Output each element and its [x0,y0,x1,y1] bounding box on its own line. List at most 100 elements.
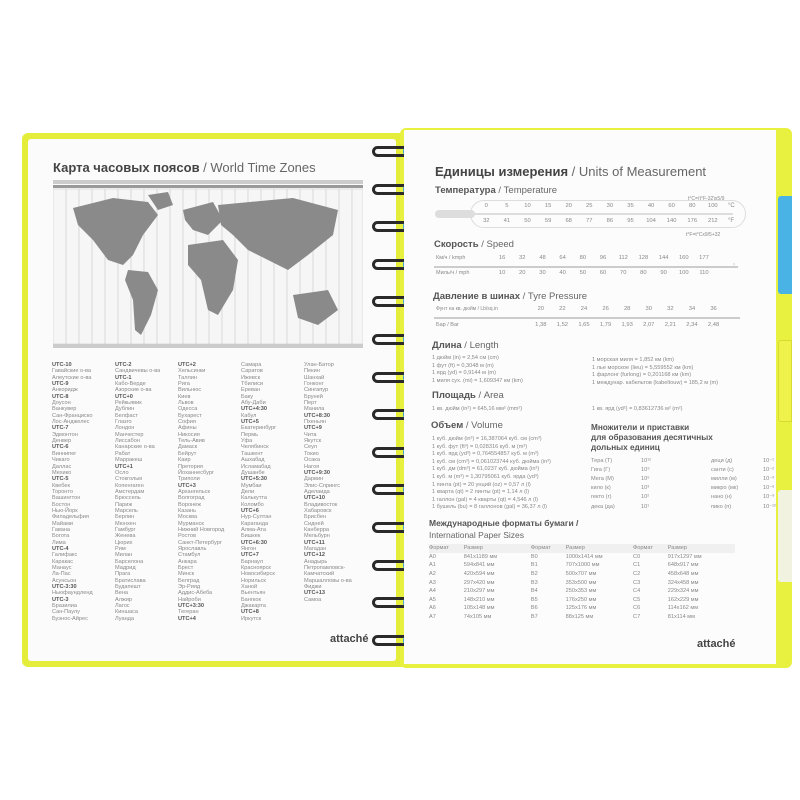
scale-value: 5 [505,203,509,209]
scale-value: 48 [539,255,546,261]
city-name: Мехико [52,469,72,476]
city-name: Аделаида [304,488,330,495]
scale-value: 112 [618,255,628,261]
multiplier-cell: 10¹ [641,503,650,510]
bar-row: 1,38 1,52 1,65 1,79 1,93 2,07 2,21 2,34 2,48 [530,322,724,328]
paper-cell: B0 [530,553,538,560]
scale-value: 20 [519,270,526,276]
utc-offset-label: UTC+9 [304,425,322,432]
time-zone-column: UTC-2 Сандвичевы о-ва UTC-1 Кабо-Верде Азорс… [115,362,179,622]
scale-value: 28 [623,306,631,312]
scale-value: 176 [687,218,698,224]
north-america-shape [73,198,158,265]
city-name: Улан-Батор [304,362,334,368]
divider-tab-light[interactable] [778,490,792,582]
multiplier-row: кило (к) 10³ микро (мк) 10⁻⁶ [591,484,783,493]
psi-label: Фунт на кв. дюйм / Lb/sq.in [436,306,498,312]
tyre-heading: Давление в шинах / Tyre Pressure [433,291,588,302]
city-name: Рейкьявик [115,400,142,407]
length-list-right: 1 морская миля = 1,852 км (km) 1 лье морс… [592,357,718,387]
scale-value: 1,65 [578,322,590,328]
city-name: Майами [52,520,74,527]
city-name: Марракеш [115,457,143,464]
multiplier-cell: санти (с) [711,466,734,473]
city-name: Гамбург [115,526,136,533]
city-name: Казань [178,507,196,514]
multiplier-cell: 10⁻³ [763,475,775,482]
city-name: Триполи [178,476,200,483]
formula-fahrenheit: t°F=t°Cx9/5+32 [686,232,721,238]
city-name: Амстердам [115,488,145,495]
scale-value: 95 [627,218,634,224]
city-name: Ньюфаундленд [52,590,93,597]
city-name: Вьентьян [241,590,266,597]
world-time-zone-map [53,180,363,348]
city-name: Прага [115,571,131,578]
city-name: Дублин [115,406,135,413]
city-name: Будапешт [115,584,141,591]
time-zone-column: UTC+2 Хельсинки Таллин Рига Вильнюс Киев Львов… [178,362,242,622]
mph-row: 10 20 30 40 50 60 70 80 90 100 110 [492,270,714,276]
divider-tab-blue[interactable] [778,196,792,294]
utc-offset-label: UTC+13 [304,590,325,597]
city-name: Марсель [115,507,138,514]
scale-value: 15 [544,203,552,209]
city-name: Новосибирск [241,571,275,578]
paper-cell: 105x148 мм [463,605,495,612]
paper-row: A0 841x1189 мм B0 1000x1414 мм C0 917x1297 мм [429,553,735,562]
scale-value: 177 [699,255,709,261]
city-name: Сингапур [304,387,329,394]
city-name: Владивосток [304,501,338,508]
city-name: Вашингтон [52,495,81,502]
scale-value: 60 [599,270,607,276]
scale-value: 80 [640,270,647,276]
paper-heading-ru: Международные форматы бумаги / [429,518,579,528]
multiplier-cell: кило (к) [591,485,611,492]
paper-cell: C0 [633,553,641,560]
city-name: Гонконг [304,381,324,388]
area-heading: Площадь / Area [432,390,504,401]
city-name: Хабаровск [304,507,332,514]
multiplier-cell: пико (п) [711,503,732,510]
scale-value: 32 [483,218,490,224]
multiplier-cell: 10⁶ [641,475,650,482]
scale-value: 20 [537,306,545,312]
multiplier-cell: 10⁻² [763,466,775,473]
city-name: Афины [178,425,197,432]
paper-cell: C7 [633,614,641,621]
scale-value: 32 [519,255,526,261]
city-name: София [178,419,196,426]
city-name: Никосия [178,431,200,438]
city-name: Алжир [115,596,132,603]
city-name: Лагос [115,603,130,610]
paper-heading-en: International Paper Sizes [429,530,524,540]
city-name: Самоа [304,596,322,603]
city-name: Гавана [52,526,71,533]
city-name: Фиджи [304,584,322,591]
paper-cell: 324x458 мм [667,579,699,586]
city-name: Брисбен [304,514,327,521]
city-name: Торонто [52,488,74,495]
brand-logo-right: attaché [697,638,736,650]
city-name: Баку [241,393,254,400]
city-name: Буэнос-Айрес [52,615,88,622]
paper-cell: A2 [429,571,436,578]
city-name: Алма-Ата [241,526,267,533]
conversion-line: 1 куб. ярд (yd³) = 0,764554857 куб. м (m… [432,451,539,458]
scale-value: 2,21 [664,322,676,328]
temperature-heading: Температура / Temperature [435,185,558,196]
scale-value: 104 [646,218,656,224]
utc-offset-label: UTC+6 [241,507,259,514]
kmph-row: 16 32 48 64 80 96 112 128 144 160 177 [492,255,714,261]
scale-value: 80 [579,255,587,261]
divider-tab-yellow[interactable] [778,340,792,422]
length-heading: Длина / Length [432,340,499,351]
city-name: Ханой [241,584,258,591]
paper-cell: C6 [633,605,641,612]
city-name: Богота [52,533,70,540]
city-name: Бишкек [241,533,261,540]
conversion-line: 1 фут (ft) = 0,3048 м (m) [432,362,494,369]
paper-cell: A4 [429,588,436,595]
city-name: Берлин [115,514,135,521]
scale-value: 128 [638,255,649,261]
